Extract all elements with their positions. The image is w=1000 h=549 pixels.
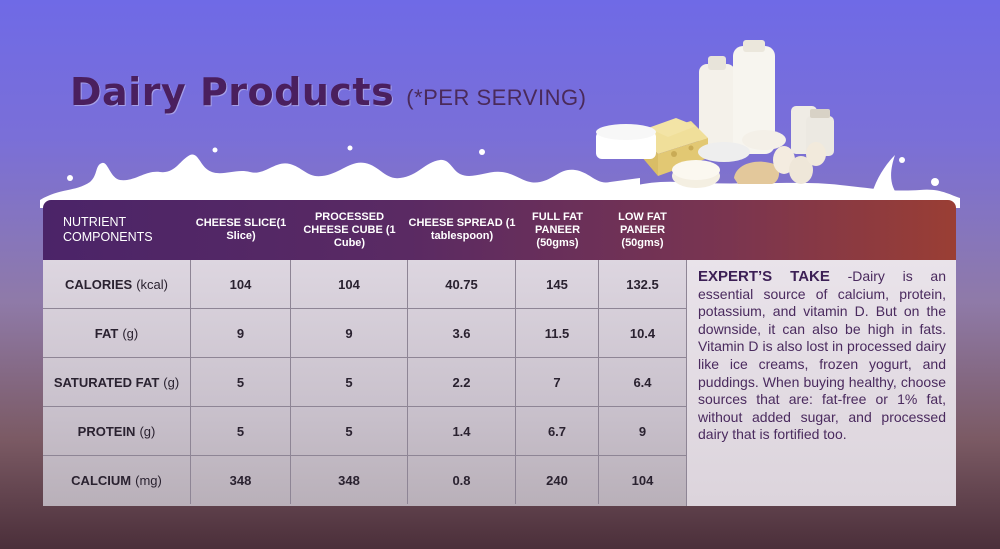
table-cell: 0.8 — [408, 456, 516, 504]
table-row-calories: CALORIES (kcal) 104 104 40.75 145 132.5 — [43, 260, 686, 309]
row-label: PROTEIN (g) — [43, 407, 191, 455]
table-cell: 5 — [191, 358, 291, 406]
table-cell: 7 — [516, 358, 599, 406]
table-cell: 104 — [631, 472, 654, 488]
table-cell: 104 — [291, 260, 408, 308]
table-cell: 5 — [291, 407, 408, 455]
dairy-products-illustration — [596, 40, 834, 188]
table-cell: 5 — [191, 407, 291, 455]
table-cell: 145 — [516, 260, 599, 308]
table-cell: 240 — [516, 456, 599, 504]
table-cell: 348 — [191, 456, 291, 504]
header-nutrient-components: NUTRIENT COMPONENTS — [63, 215, 153, 244]
title-block: Dairy Products (*PER SERVING) — [70, 70, 586, 114]
expert-take-panel: EXPERT’S TAKE -Dairy is an essential sou… — [686, 260, 956, 506]
table-cell: 9 — [291, 309, 408, 357]
table-cell: 348 — [291, 456, 408, 504]
table-cell: 6.4 — [633, 374, 652, 390]
table-row-fat: FAT (g) 9 9 3.6 11.5 10.4 — [43, 309, 686, 358]
table-cell: 132.5 — [626, 276, 659, 292]
header-cheese-spread: CHEESE SPREAD (1 tablespoon) — [408, 217, 516, 242]
row-label: CALORIES (kcal) — [43, 260, 191, 308]
table-row-calcium: CALCIUM (mg) 348 348 0.8 240 104 — [43, 456, 686, 505]
expert-take-text: -Dairy is an essential source of calcium… — [698, 268, 947, 443]
table-row-saturated-fat: SATURATED FAT (g) 5 5 2.2 7 6.4 — [43, 358, 686, 407]
table-cell: 5 — [291, 358, 408, 406]
header-full-fat-paneer: FULL FAT PANEER (50gms) — [532, 210, 583, 249]
table-cell: 9 — [638, 423, 647, 439]
row-label: CALCIUM (mg) — [43, 456, 191, 504]
table-cell: 11.5 — [516, 309, 599, 357]
table-header: NUTRIENT COMPONENTS CHEESE SLICE(1 Slice… — [43, 200, 956, 260]
table-cell: 104 — [191, 260, 291, 308]
table-cell: 10.4 — [629, 325, 656, 341]
header-cheese-slice: CHEESE SLICE(1 Slice) — [195, 217, 287, 242]
table-body: CALORIES (kcal) 104 104 40.75 145 132.5 F… — [43, 260, 686, 506]
nutrition-table: NUTRIENT COMPONENTS CHEESE SLICE(1 Slice… — [43, 200, 956, 506]
table-row-protein: PROTEIN (g) 5 5 1.4 6.7 9 — [43, 407, 686, 456]
table-cell: 3.6 — [408, 309, 516, 357]
table-cell: 40.75 — [408, 260, 516, 308]
table-cell: 9 — [191, 309, 291, 357]
table-cell: 2.2 — [408, 358, 516, 406]
table-cell: 1.4 — [408, 407, 516, 455]
expert-take-heading: EXPERT’S TAKE — [698, 268, 830, 285]
header-processed-cheese-cube: PROCESSED CHEESE CUBE (1 Cube) — [303, 210, 396, 249]
page-title: Dairy Products — [70, 70, 395, 114]
table-cell: 6.7 — [516, 407, 599, 455]
row-label: SATURATED FAT (g) — [43, 358, 191, 406]
page-subtitle: (*PER SERVING) — [406, 85, 587, 110]
header-low-fat-paneer: LOW FAT PANEER (50gms) — [618, 210, 667, 249]
row-label: FAT (g) — [43, 309, 191, 357]
